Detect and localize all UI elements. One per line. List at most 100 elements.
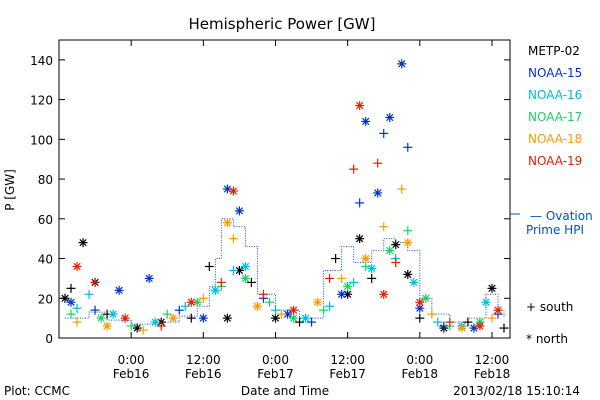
data-point	[373, 188, 383, 198]
data-point	[349, 277, 359, 287]
data-point	[222, 313, 232, 323]
data-point	[66, 297, 76, 307]
data-point	[210, 285, 220, 295]
data-point	[114, 285, 124, 295]
legend-item-noaa19: NOAA-19	[528, 154, 582, 168]
data-point	[373, 158, 383, 168]
data-point	[325, 273, 335, 283]
plot-timestamp: 2013/02/18 15:10:14	[453, 384, 580, 398]
data-point	[433, 317, 443, 327]
data-point	[84, 289, 94, 299]
data-point	[246, 277, 256, 287]
data-point	[355, 198, 365, 208]
data-point	[60, 293, 70, 303]
data-point	[138, 325, 148, 335]
y-tick-label: 20	[38, 292, 53, 306]
data-point	[337, 273, 347, 283]
y-tick-label: 100	[30, 133, 53, 147]
data-point	[295, 317, 305, 327]
data-point	[228, 234, 238, 244]
data-point	[144, 273, 154, 283]
data-point	[403, 238, 413, 248]
data-point	[108, 309, 118, 319]
data-point	[240, 273, 250, 283]
data-point	[180, 301, 190, 311]
data-point	[337, 289, 347, 299]
data-point	[234, 206, 244, 216]
legend-item-metp02: METP-02	[528, 44, 580, 58]
data-point	[385, 112, 395, 122]
data-point	[66, 283, 76, 293]
data-point	[367, 263, 377, 273]
data-point	[132, 323, 142, 333]
x-tick-date-label: Feb17	[329, 367, 366, 381]
data-point	[216, 277, 226, 287]
x-tick-time-label: 0:00	[406, 353, 433, 367]
legend-item-noaa18: NOAA-18	[528, 132, 582, 146]
legend-item-noaa16: NOAA-16	[528, 88, 582, 102]
data-point	[331, 254, 341, 264]
x-tick-date-label: Feb17	[257, 367, 294, 381]
plot-frame	[58, 39, 511, 339]
data-point	[391, 258, 401, 268]
data-point	[276, 309, 286, 319]
x-axis-label: Date and Time	[241, 384, 329, 398]
data-point	[493, 305, 503, 315]
y-tick-label: 80	[38, 173, 53, 187]
data-point	[397, 59, 407, 69]
data-point	[162, 309, 172, 319]
legend-item-noaa17: NOAA-17	[528, 110, 582, 124]
data-point	[270, 313, 280, 323]
data-point	[186, 297, 196, 307]
data-point	[222, 218, 232, 228]
x-tick-date-label: Feb18	[402, 367, 439, 381]
data-point	[379, 222, 389, 232]
data-point	[72, 261, 82, 271]
data-point	[415, 313, 425, 323]
data-point	[349, 164, 359, 174]
data-point	[66, 309, 76, 319]
y-tick-label: 120	[30, 94, 53, 108]
marker-legend-north: * north	[526, 332, 568, 346]
data-point	[355, 101, 365, 111]
x-tick-date-label: Feb18	[474, 367, 511, 381]
data-point	[361, 116, 371, 126]
data-point	[403, 142, 413, 152]
data-point	[403, 226, 413, 236]
data-point	[270, 305, 280, 315]
data-point	[301, 313, 311, 323]
data-point	[174, 305, 184, 315]
x-tick-time-label: 12:00	[330, 353, 365, 367]
data-point	[126, 321, 136, 331]
data-point	[457, 323, 467, 333]
data-points	[60, 59, 509, 335]
data-point	[120, 313, 130, 323]
data-point	[72, 317, 82, 327]
data-point	[204, 261, 214, 271]
legend-item-noaa15: NOAA-15	[528, 66, 582, 80]
data-point	[361, 254, 371, 264]
x-tick-time-label: 12:00	[475, 353, 510, 367]
data-point	[222, 184, 232, 194]
data-point	[78, 238, 88, 248]
legend-ovation-line2: Prime HPI	[526, 223, 584, 237]
legend: METP-02 NOAA-15 NOAA-16 NOAA-17 NOAA-18 …	[510, 44, 593, 346]
data-point	[361, 261, 371, 271]
data-point	[307, 317, 317, 327]
data-point	[289, 313, 299, 323]
data-point	[289, 305, 299, 315]
data-point	[186, 313, 196, 323]
data-point	[258, 289, 268, 299]
data-point	[367, 273, 377, 283]
data-point	[391, 240, 401, 250]
x-tick-time-label: 0:00	[262, 353, 289, 367]
chart-title: Hemispheric Power [GW]	[189, 15, 376, 33]
y-tick-label: 140	[30, 54, 53, 68]
data-point	[463, 317, 473, 327]
legend-ovation-line1: — Ovation	[530, 209, 593, 223]
data-point	[72, 303, 82, 313]
y-tick-label: 40	[38, 253, 53, 267]
ovation-prime-line	[65, 218, 505, 325]
ovation-hpi-line	[65, 218, 505, 325]
data-point	[90, 277, 100, 287]
